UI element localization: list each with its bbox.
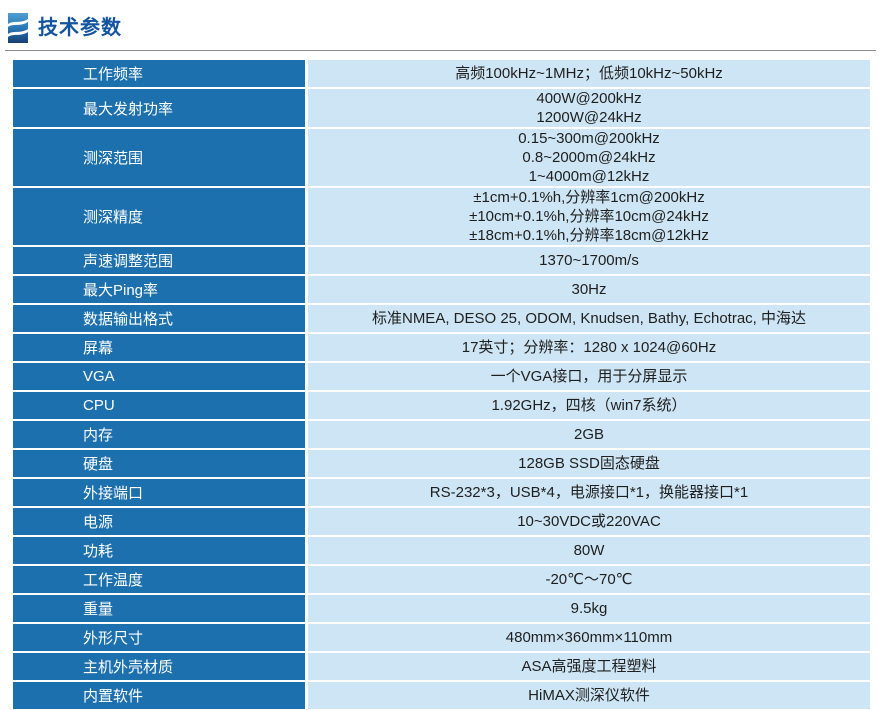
spec-label: 重量 bbox=[13, 595, 305, 622]
spec-value-line: 128GB SSD固态硬盘 bbox=[518, 455, 660, 472]
spec-value-line: 30Hz bbox=[571, 281, 607, 298]
spec-value-line: -20℃～70℃ bbox=[545, 571, 633, 588]
spec-value: 0.15~300m@200kHz 0.8~2000m@24kHz 1~4000m@1… bbox=[308, 129, 870, 186]
spec-value-line: 1200W@24kHz bbox=[536, 109, 642, 126]
spec-value: 2GB bbox=[308, 421, 870, 448]
spec-label: 测深范围 bbox=[13, 129, 305, 186]
spec-label: VGA bbox=[13, 363, 305, 390]
spec-value-line: 0.15~300m@200kHz bbox=[518, 130, 660, 147]
table-row: 声速调整范围 1370~1700m/s bbox=[13, 247, 870, 274]
spec-value: 400W@200kHz 1200W@24kHz bbox=[308, 89, 870, 127]
spec-value: 1370~1700m/s bbox=[308, 247, 870, 274]
section-title: 技术参数 bbox=[38, 17, 122, 39]
table-row: 电源 10~30VDC或220VAC bbox=[13, 508, 870, 535]
spec-value-line: HiMAX测深仪软件 bbox=[528, 687, 650, 704]
spec-label: 测深精度 bbox=[13, 188, 305, 245]
table-row: 工作频率 高频100kHz~1MHz；低频10kHz~50kHz bbox=[13, 60, 870, 87]
table-row: CPU 1.92GHz，四核（win7系统） bbox=[13, 392, 870, 419]
waves-icon bbox=[8, 13, 28, 43]
header-divider bbox=[5, 50, 876, 51]
spec-value: -20℃～70℃ bbox=[308, 566, 870, 593]
spec-value: 9.5kg bbox=[308, 595, 870, 622]
spec-label: 声速调整范围 bbox=[13, 247, 305, 274]
table-row: 数据输出格式 标准NMEA, DESO 25, ODOM, Knudsen, Ba… bbox=[13, 305, 870, 332]
spec-value-line: 9.5kg bbox=[570, 600, 608, 617]
table-row: 外接端口 RS-232*3，USB*4，电源接口*1，换能器接口*1 bbox=[13, 479, 870, 506]
table-row: 主机外壳材质 ASA高强度工程塑料 bbox=[13, 653, 870, 680]
spec-label: 功耗 bbox=[13, 537, 305, 564]
spec-value-line: 10~30VDC或220VAC bbox=[517, 513, 661, 530]
spec-label: 最大Ping率 bbox=[13, 276, 305, 303]
spec-value: 高频100kHz~1MHz；低频10kHz~50kHz bbox=[308, 60, 870, 87]
spec-value-line: ±18cm+0.1%h,分辨率18cm@12kHz bbox=[469, 227, 709, 244]
spec-table: 工作频率 高频100kHz~1MHz；低频10kHz~50kHz 最大发射功率 400… bbox=[13, 60, 870, 709]
spec-value: 80W bbox=[308, 537, 870, 564]
spec-value-line: RS-232*3，USB*4，电源接口*1，换能器接口*1 bbox=[429, 484, 749, 501]
spec-value-line: 1.92GHz，四核（win7系统） bbox=[491, 397, 687, 414]
spec-label: 内置软件 bbox=[13, 682, 305, 709]
table-row: 测深精度 ±1cm+0.1%h,分辨率1cm@200kHz ±10cm+0.1%h,… bbox=[13, 188, 870, 245]
spec-value: 17英寸；分辨率：1280 x 1024@60Hz bbox=[308, 334, 870, 361]
table-row: 外形尺寸 480mm×360mm×110mm bbox=[13, 624, 870, 651]
spec-value-line: 2GB bbox=[573, 426, 604, 443]
spec-value-line: ±10cm+0.1%h,分辨率10cm@24kHz bbox=[469, 208, 709, 225]
spec-label: 内存 bbox=[13, 421, 305, 448]
spec-value-line: ±1cm+0.1%h,分辨率1cm@200kHz bbox=[473, 189, 705, 206]
spec-value: ±1cm+0.1%h,分辨率1cm@200kHz ±10cm+0.1%h,分辨率1… bbox=[308, 188, 870, 245]
spec-value: 10~30VDC或220VAC bbox=[308, 508, 870, 535]
spec-value-line: 17英寸；分辨率：1280 x 1024@60Hz bbox=[461, 339, 717, 356]
spec-label: CPU bbox=[13, 392, 305, 419]
spec-value: 30Hz bbox=[308, 276, 870, 303]
table-row: 功耗 80W bbox=[13, 537, 870, 564]
spec-value-line: 80W bbox=[573, 542, 605, 559]
table-row: 工作温度 -20℃～70℃ bbox=[13, 566, 870, 593]
spec-label: 电源 bbox=[13, 508, 305, 535]
table-row: 最大Ping率 30Hz bbox=[13, 276, 870, 303]
spec-value: 标准NMEA, DESO 25, ODOM, Knudsen, Bathy, E… bbox=[308, 305, 870, 332]
table-row: 内存 2GB bbox=[13, 421, 870, 448]
table-row: 硬盘 128GB SSD固态硬盘 bbox=[13, 450, 870, 477]
table-row: 内置软件 HiMAX测深仪软件 bbox=[13, 682, 870, 709]
spec-label: 外形尺寸 bbox=[13, 624, 305, 651]
spec-label: 工作频率 bbox=[13, 60, 305, 87]
spec-value: 480mm×360mm×110mm bbox=[308, 624, 870, 651]
spec-value-line: 1370~1700m/s bbox=[539, 252, 639, 269]
spec-value: ASA高强度工程塑料 bbox=[308, 653, 870, 680]
spec-value-line: 标准NMEA, DESO 25, ODOM, Knudsen, Bathy, E… bbox=[371, 310, 807, 327]
spec-value: 128GB SSD固态硬盘 bbox=[308, 450, 870, 477]
table-row: VGA 一个VGA接口，用于分屏显示 bbox=[13, 363, 870, 390]
spec-value-line: ASA高强度工程塑料 bbox=[521, 658, 657, 675]
table-row: 最大发射功率 400W@200kHz 1200W@24kHz bbox=[13, 89, 870, 127]
spec-value-line: 400W@200kHz bbox=[536, 90, 642, 107]
spec-label: 外接端口 bbox=[13, 479, 305, 506]
spec-value-line: 高频100kHz~1MHz；低频10kHz~50kHz bbox=[455, 65, 723, 82]
spec-label: 数据输出格式 bbox=[13, 305, 305, 332]
spec-value: HiMAX测深仪软件 bbox=[308, 682, 870, 709]
spec-label: 硬盘 bbox=[13, 450, 305, 477]
spec-value-line: 480mm×360mm×110mm bbox=[505, 629, 673, 646]
table-row: 屏幕 17英寸；分辨率：1280 x 1024@60Hz bbox=[13, 334, 870, 361]
spec-label: 最大发射功率 bbox=[13, 89, 305, 127]
spec-label: 屏幕 bbox=[13, 334, 305, 361]
table-row: 测深范围 0.15~300m@200kHz 0.8~2000m@24kHz 1~400… bbox=[13, 129, 870, 186]
spec-value: 1.92GHz，四核（win7系统） bbox=[308, 392, 870, 419]
spec-value: RS-232*3，USB*4，电源接口*1，换能器接口*1 bbox=[308, 479, 870, 506]
spec-value-line: 一个VGA接口，用于分屏显示 bbox=[490, 368, 688, 385]
section-header: 技术参数 bbox=[0, 0, 883, 43]
table-row: 重量 9.5kg bbox=[13, 595, 870, 622]
spec-label: 工作温度 bbox=[13, 566, 305, 593]
spec-label: 主机外壳材质 bbox=[13, 653, 305, 680]
spec-value-line: 1~4000m@12kHz bbox=[528, 168, 650, 185]
spec-value-line: 0.8~2000m@24kHz bbox=[522, 149, 656, 166]
spec-value: 一个VGA接口，用于分屏显示 bbox=[308, 363, 870, 390]
